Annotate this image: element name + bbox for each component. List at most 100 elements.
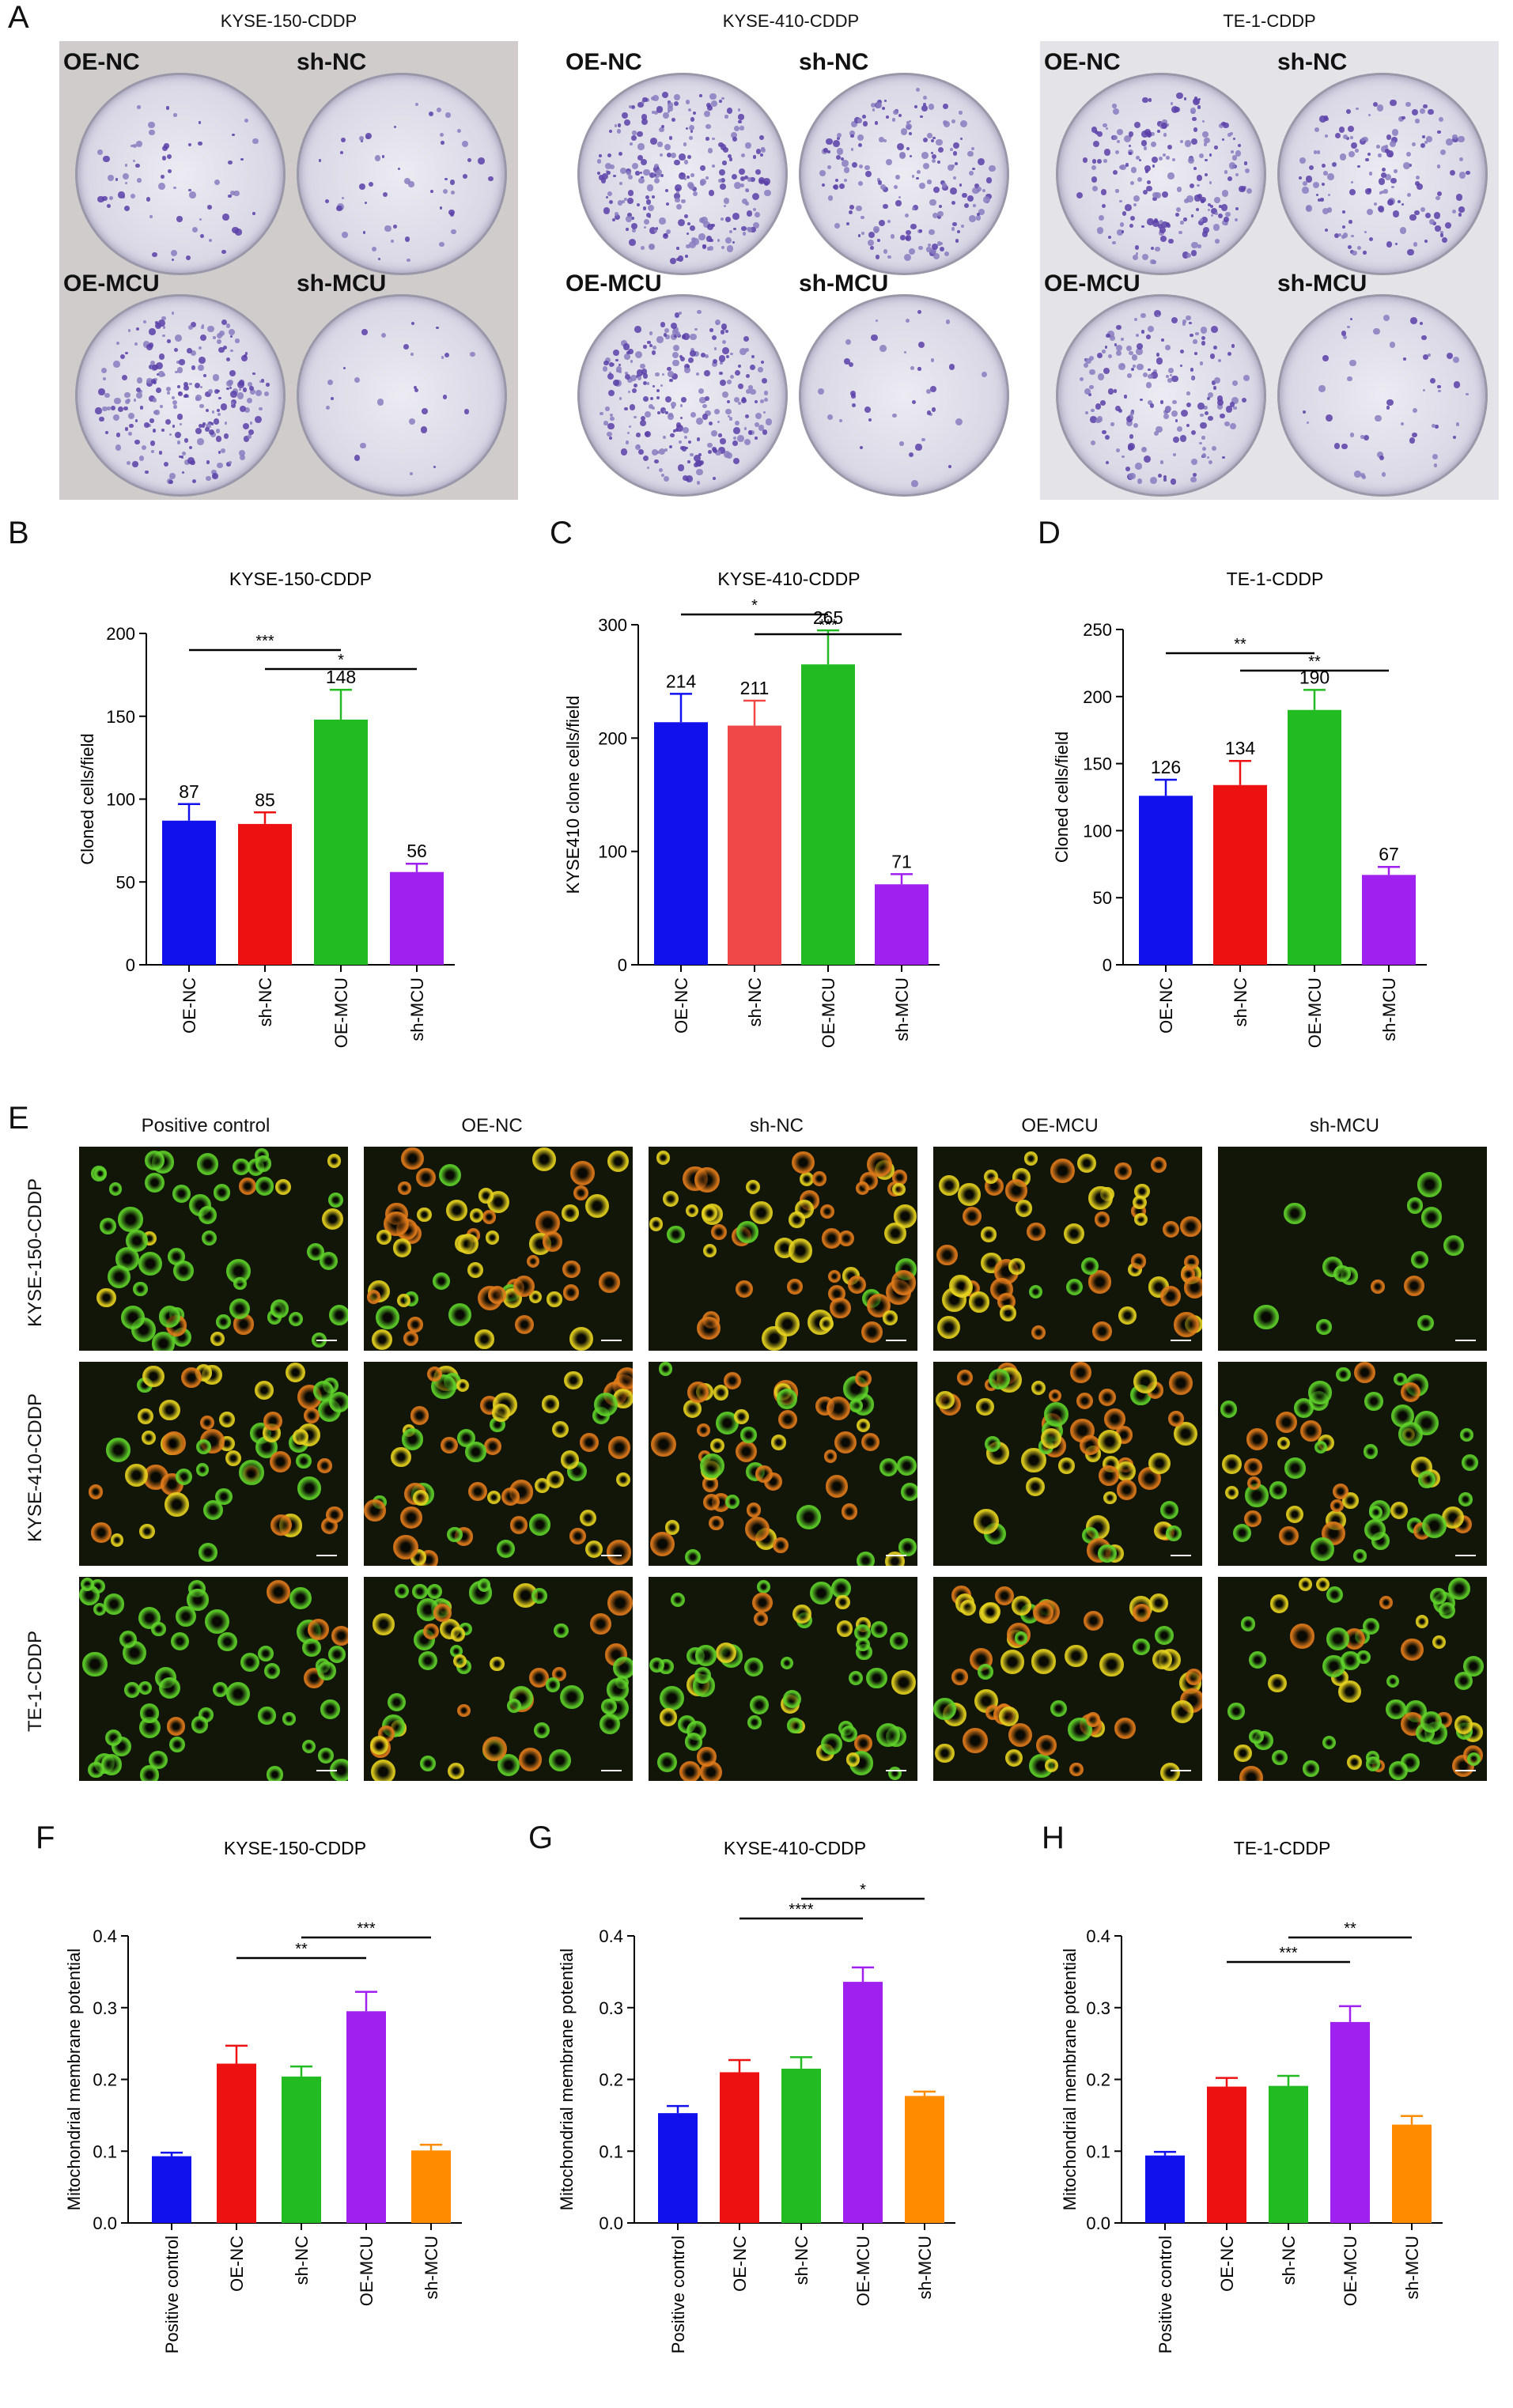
cell-spot [393,1535,418,1560]
colony-spot [642,96,648,103]
colony-spot [1221,190,1229,198]
colony-spot [1162,119,1167,125]
colony-spot [972,187,979,195]
colony-spot [693,351,699,357]
colony-spot [1422,135,1425,138]
colony-spot [1243,161,1247,165]
colony-spot [1091,176,1097,183]
colony-spot [1200,421,1208,429]
colony-spot [705,176,709,180]
colony-spot [667,153,672,158]
colony-spot [205,391,212,398]
colony-spot [857,181,863,187]
colony-spot [195,383,201,389]
colony-spot [696,481,701,485]
colony-spot [683,333,690,340]
colony-spot [199,403,204,408]
cell-spot [977,1663,993,1680]
cell-spot [396,1293,410,1307]
colony-spot [627,377,633,383]
cell-spot [709,1438,724,1453]
colony-spot [1406,151,1412,157]
colony-spot [1095,418,1101,424]
colony-spot [1201,446,1206,452]
colony-spot [939,247,944,252]
colony-spot [225,387,229,391]
colony-spot [1350,136,1353,140]
colony-spot [725,217,732,222]
colony-spot [1225,406,1233,413]
colony-spot [1335,133,1341,139]
colony-spot [744,348,749,353]
cell-spot [257,1645,274,1661]
colony-spot [156,372,159,376]
colony-spot [689,241,697,249]
colony-spot [1114,406,1122,412]
colony-spot [654,229,657,232]
colony-spot [162,372,166,376]
colony-spot [1183,97,1187,100]
cell-spot [1243,1510,1261,1528]
data-label: 211 [740,678,770,698]
data-label: 87 [179,781,199,802]
colony-spot [598,175,604,180]
cell-spot [968,1291,990,1313]
cell-spot [1269,1594,1289,1613]
colony-spot [717,421,720,424]
cell-spot [1346,1754,1362,1771]
colony-spot [1159,235,1167,243]
cell-spot [1064,1644,1087,1668]
cell-spot [569,1327,593,1351]
colony-spot [873,229,879,234]
cell-spot [1114,1717,1136,1739]
scale-bar [601,1340,622,1341]
colony-spot [214,388,220,394]
colony-spot [667,102,674,108]
colony-spot [656,389,660,393]
colony-spot [1096,352,1103,359]
colony-spot [1102,429,1106,435]
colony-spot [100,367,108,374]
cell-spot [594,1393,618,1416]
colony-spot [607,153,612,158]
colony-spot [730,375,735,380]
cell-spot [1356,1650,1371,1665]
colony-spot [365,133,372,140]
colony-spot [1159,220,1163,224]
colony-spot [1101,203,1106,208]
colony-spot [712,361,718,368]
cell-spot [158,1306,181,1328]
colony-spot [720,380,727,387]
colony-spot [1351,142,1358,149]
cell-spot [181,1367,202,1389]
colony-spot [180,456,184,459]
colony-spot [638,177,645,184]
cell-spot [1322,1735,1337,1750]
colony-spot [762,429,768,435]
colony-spot [719,371,723,376]
colony-spot [368,182,373,187]
cell-spot [423,1624,440,1640]
colony-spot [342,232,348,238]
colony-spot [725,236,732,244]
colony-spot [1439,233,1444,238]
colony-spot [1360,435,1364,439]
colony-spot [1107,235,1112,239]
colony-spot [1197,244,1201,248]
colony-spot [741,397,746,402]
colony-spot [1220,204,1228,211]
colony-spot [136,140,142,147]
colony-spot [1217,403,1224,410]
colony-spot [1394,169,1398,173]
colony-spot [1186,315,1191,321]
colony-spot [430,190,434,194]
colony-spot [1193,339,1197,344]
colony-spot [642,455,649,462]
cell-spot [407,1316,424,1333]
cell-spot [392,1238,411,1257]
colony-spot [242,387,247,392]
colony-spot [727,414,730,418]
cell-spot [1086,1712,1101,1727]
colony-spot [747,226,751,231]
